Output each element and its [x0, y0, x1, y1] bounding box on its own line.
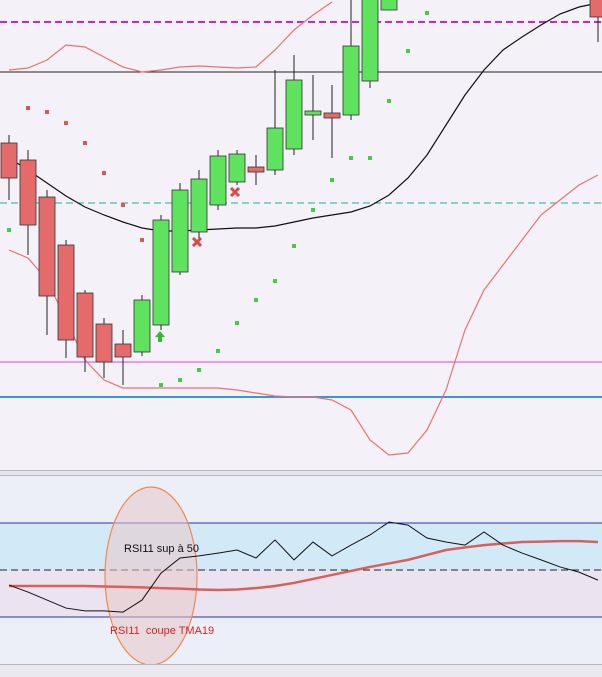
band-fill	[0, 570, 602, 617]
series-line	[9, 539, 599, 592]
buy-arrow	[155, 331, 165, 342]
sar-dot	[216, 349, 220, 353]
series-line	[8, 2, 599, 232]
annotation: RSI11 coupe TMA19	[110, 625, 214, 637]
main-panel-bg	[0, 0, 602, 470]
sar-dot	[7, 228, 11, 232]
sar-dot	[197, 368, 201, 372]
sar-dot	[368, 156, 372, 160]
sar-dot	[425, 11, 429, 15]
sar-dot	[159, 383, 163, 387]
series-line	[8, 1, 333, 73]
sar-dot	[45, 110, 49, 114]
candle-body	[228, 153, 246, 183]
sar-dot	[178, 378, 182, 382]
rsi-plot	[0, 486, 602, 664]
candle-body	[247, 166, 265, 173]
signals	[155, 186, 241, 342]
band-fill	[0, 523, 602, 570]
sar-dot	[26, 106, 30, 110]
candle-body	[38, 196, 56, 297]
sar-dot	[330, 178, 334, 182]
candle-body	[95, 323, 113, 363]
series-line	[8, 521, 599, 613]
sar-dot	[64, 121, 68, 125]
sar-dot	[292, 244, 296, 248]
candle-body	[19, 159, 37, 226]
sar-dot	[121, 203, 125, 207]
sar-dot	[254, 298, 258, 302]
candle-body	[152, 219, 170, 326]
candle-body	[171, 189, 189, 273]
annotation: RSI11 sup à 50	[124, 543, 199, 555]
main-plot	[0, 0, 602, 456]
candle-body	[133, 299, 151, 353]
sell-cross	[229, 186, 241, 198]
candle-body	[342, 45, 360, 116]
sar-dot	[83, 141, 87, 145]
panel-separator	[0, 470, 602, 476]
sar-dot	[273, 279, 277, 283]
sar-dot	[235, 321, 239, 325]
sar-dot	[406, 49, 410, 53]
series-line	[8, 174, 599, 456]
candle-body	[76, 292, 94, 358]
candle-body	[380, 0, 398, 11]
sar-dot	[311, 208, 315, 212]
candle-body	[589, 0, 602, 18]
candle-body	[266, 127, 284, 171]
candle-body	[190, 178, 208, 233]
candle-body	[304, 110, 322, 116]
candle-body	[323, 112, 341, 119]
sar-dot	[102, 171, 106, 175]
sar-dot	[387, 99, 391, 103]
candle-body	[361, 0, 379, 82]
sar-dot	[349, 156, 353, 160]
footer-bg	[0, 665, 602, 677]
sell-cross	[191, 236, 203, 248]
candle-body	[209, 155, 227, 206]
candle-body	[0, 142, 18, 179]
candle-body	[57, 244, 75, 341]
sar-dot	[140, 238, 144, 242]
highlight-ellipse	[104, 486, 198, 664]
candle-body	[285, 79, 303, 150]
candle-body	[114, 343, 132, 358]
